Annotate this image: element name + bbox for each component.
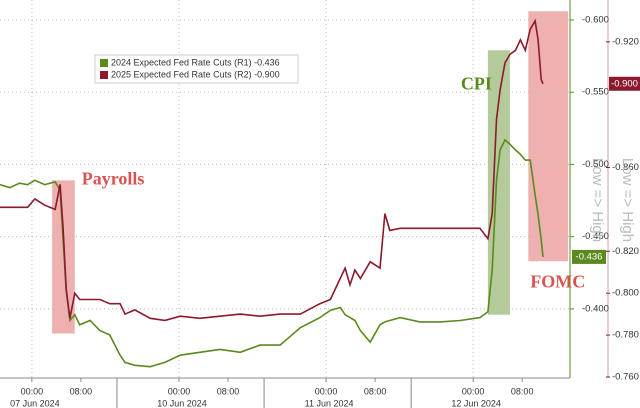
last-value-label: -0.900 (611, 78, 638, 89)
x-tick-label: 00:00 (21, 386, 44, 396)
annotation: Payrolls (82, 168, 145, 188)
legend-box (94, 54, 299, 84)
y2-tick-label: -0.860 (612, 162, 639, 173)
y-tick-label: -0.450 (582, 231, 609, 242)
legend-label: 2025 Expected Fed Rate Cuts (R2) -0.900 (111, 69, 280, 79)
y-tick-label: -0.550 (582, 87, 609, 98)
annotation: FOMC (530, 271, 585, 291)
y2-tick-label: -0.780 (612, 330, 639, 341)
x-tick-label: 00:00 (315, 386, 338, 396)
x-tick-label: 08:00 (364, 386, 387, 396)
y2-tick-label: -0.820 (612, 246, 639, 257)
y-tick-label: -0.600 (582, 14, 609, 25)
date-label: 10 Jun 2024 (157, 398, 207, 408)
y2-tick-label: -0.760 (612, 371, 639, 382)
x-tick-label: 08:00 (217, 386, 240, 396)
legend-label: 2024 Expected Fed Rate Cuts (R1) -0.436 (111, 57, 280, 67)
date-label: 12 Jun 2024 (451, 398, 501, 408)
last-value-box (609, 76, 640, 91)
date-label: 07 Jun 2024 (10, 398, 60, 408)
legend-swatch (100, 71, 108, 79)
last-value-box (572, 249, 606, 264)
annotation: CPI (461, 73, 492, 93)
y2-tick-label: -0.800 (612, 288, 639, 299)
y2-axis-label: Low => High (619, 158, 636, 242)
x-tick-label: 08:00 (511, 386, 534, 396)
y-tick-label: -0.500 (582, 159, 609, 170)
x-tick-label: 00:00 (168, 386, 191, 396)
y-axis-label: Low => High (589, 158, 606, 242)
highlight-box (528, 11, 569, 262)
last-value-label: -0.436 (576, 251, 603, 262)
date-label: 11 Jun 2024 (305, 398, 354, 408)
series-line (0, 18, 544, 322)
x-tick-label: 08:00 (70, 386, 93, 396)
x-tick-label: 00:00 (462, 386, 485, 396)
y-tick-label: -0.400 (582, 303, 609, 314)
legend-swatch (100, 59, 108, 67)
y2-tick-label: -0.920 (612, 36, 639, 47)
